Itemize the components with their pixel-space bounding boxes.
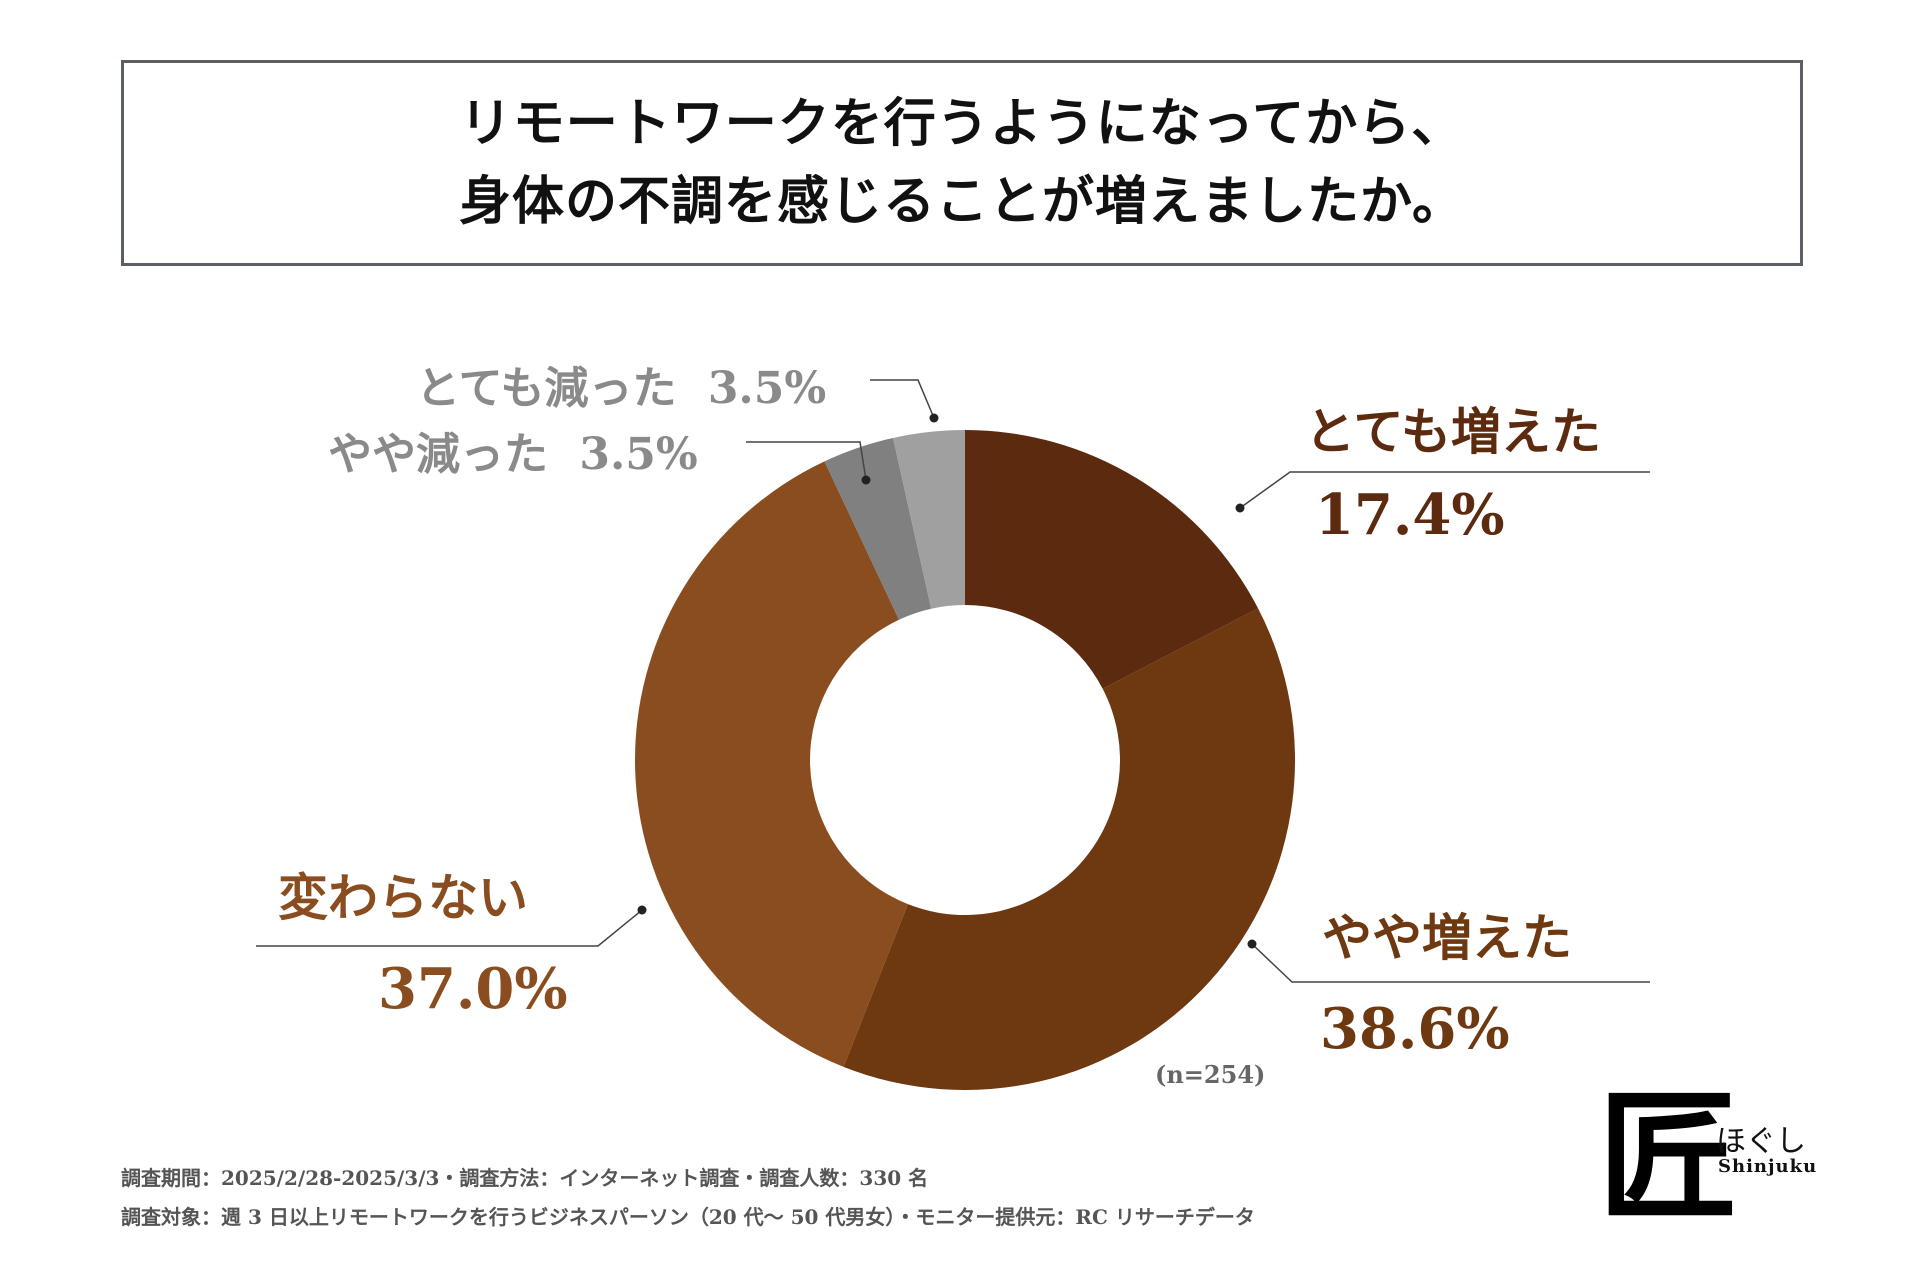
pct-totemo-fueta: 17.4% <box>1315 482 1505 548</box>
leader-yaya-hetta-dot <box>861 475 871 485</box>
logo-kana: ほぐし <box>1716 1124 1806 1159</box>
slice-yaya-fueta <box>843 608 1296 1091</box>
chart-title-line-1: リモートワークを行うようになってから、 <box>459 93 1465 154</box>
pct-kawaranai: 37.0% <box>378 956 568 1022</box>
leader-totemo-fueta <box>1239 471 1650 509</box>
leader-kawaranai <box>256 909 643 947</box>
label-totemo-hetta: とても減った 3.5% <box>416 352 826 416</box>
pct-totemo-hetta: 3.5% <box>707 363 827 414</box>
leader-totemo-fueta-dot <box>1235 503 1245 513</box>
slice-totemo-fueta <box>965 430 1259 689</box>
sample-size: (n=254) <box>1155 1060 1266 1089</box>
leader-yaya-fueta <box>1251 943 1650 983</box>
leader-kawaranai-dot <box>637 905 647 915</box>
pct-yaya-fueta: 38.6% <box>1320 996 1510 1062</box>
pct-yaya-hetta: 3.5% <box>579 429 698 480</box>
label-yaya-fueta: やや増えた <box>1322 908 1572 967</box>
label-totemo-fueta: とても増えた <box>1305 402 1601 461</box>
label-yaya-hetta-text: やや減った <box>328 429 548 480</box>
leader-totemo-hetta-dot <box>929 413 939 423</box>
chart-title-line-2: 身体の不調を感じることが増えましたか。 <box>459 171 1465 232</box>
leader-totemo-hetta <box>870 379 935 419</box>
brand-logo: 匠 ほぐし Shinjuku <box>1598 1078 1818 1238</box>
slice-totemo-hetta <box>893 430 965 609</box>
slice-kawaranai <box>634 461 908 1067</box>
label-totemo-hetta-text: とても減った <box>416 363 677 414</box>
logo-glyph: 匠 <box>1598 1076 1739 1240</box>
leader-yaya-fueta-dot <box>1247 939 1257 949</box>
title-box: リモートワークを行うようになってから、 身体の不調を感じることが増えましたか。 <box>121 60 1803 266</box>
footer-survey-period: 調査期間：2025/2/28-2025/3/3・調査方法：インターネット調査・調… <box>121 1166 929 1190</box>
slice-yaya-hetta <box>824 437 932 620</box>
label-kawaranai: 変わらない <box>278 868 528 927</box>
label-yaya-hetta: やや減った 3.5% <box>328 418 698 482</box>
footer-survey-target: 調査対象：週 3 日以上リモートワークを行うビジネスパーソン（20 代～ 50 … <box>121 1205 1255 1229</box>
leader-yaya-hetta <box>746 441 867 481</box>
logo-sub: Shinjuku <box>1718 1156 1818 1177</box>
